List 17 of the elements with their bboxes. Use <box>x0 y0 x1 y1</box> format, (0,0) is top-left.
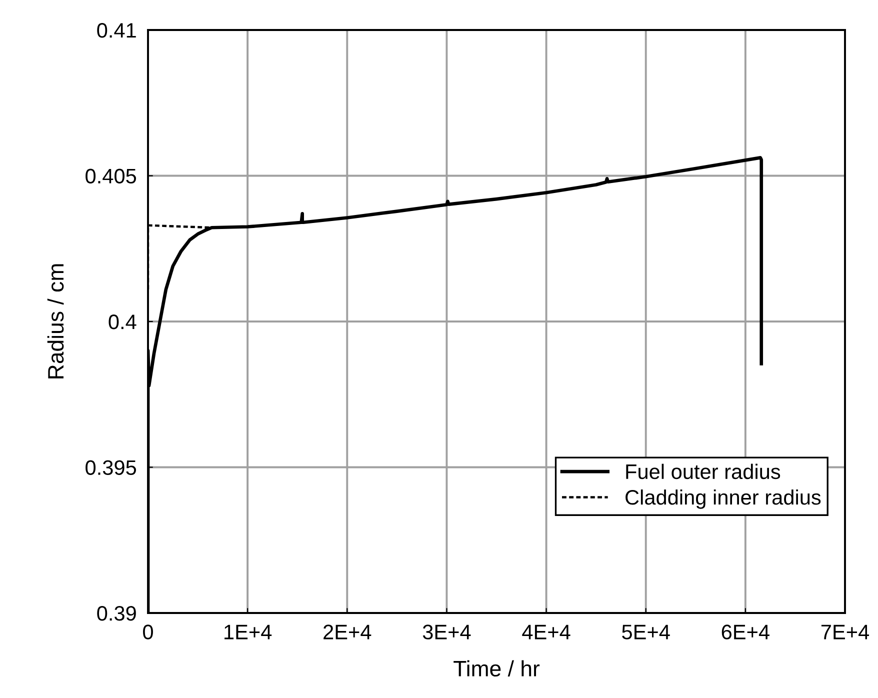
x-tick-label: 2E+4 <box>324 624 372 640</box>
y-tick-label: 0.39 <box>97 606 136 621</box>
x-tick-label: 0 <box>143 624 153 640</box>
x-tick-label: 6E+4 <box>722 624 770 640</box>
x-axis-title: Time / hr <box>454 660 540 677</box>
y-axis-title: Radius / cm <box>47 264 64 378</box>
x-tick-label: 3E+4 <box>422 624 471 640</box>
legend-label: Cladding inner radius <box>626 489 821 509</box>
x-tick-label: 5E+4 <box>622 624 670 640</box>
x-tick-label: 7E+4 <box>821 624 870 640</box>
y-tick-label: 0.4 <box>108 314 136 330</box>
x-tick-label: 1E+4 <box>224 624 272 640</box>
y-tick-label: 0.41 <box>97 23 136 38</box>
y-tick-label: 0.395 <box>86 460 136 476</box>
x-tick-label: 4E+4 <box>522 624 570 640</box>
legend-label: Fuel outer radius <box>626 464 780 480</box>
y-tick-label: 0.405 <box>86 168 136 184</box>
